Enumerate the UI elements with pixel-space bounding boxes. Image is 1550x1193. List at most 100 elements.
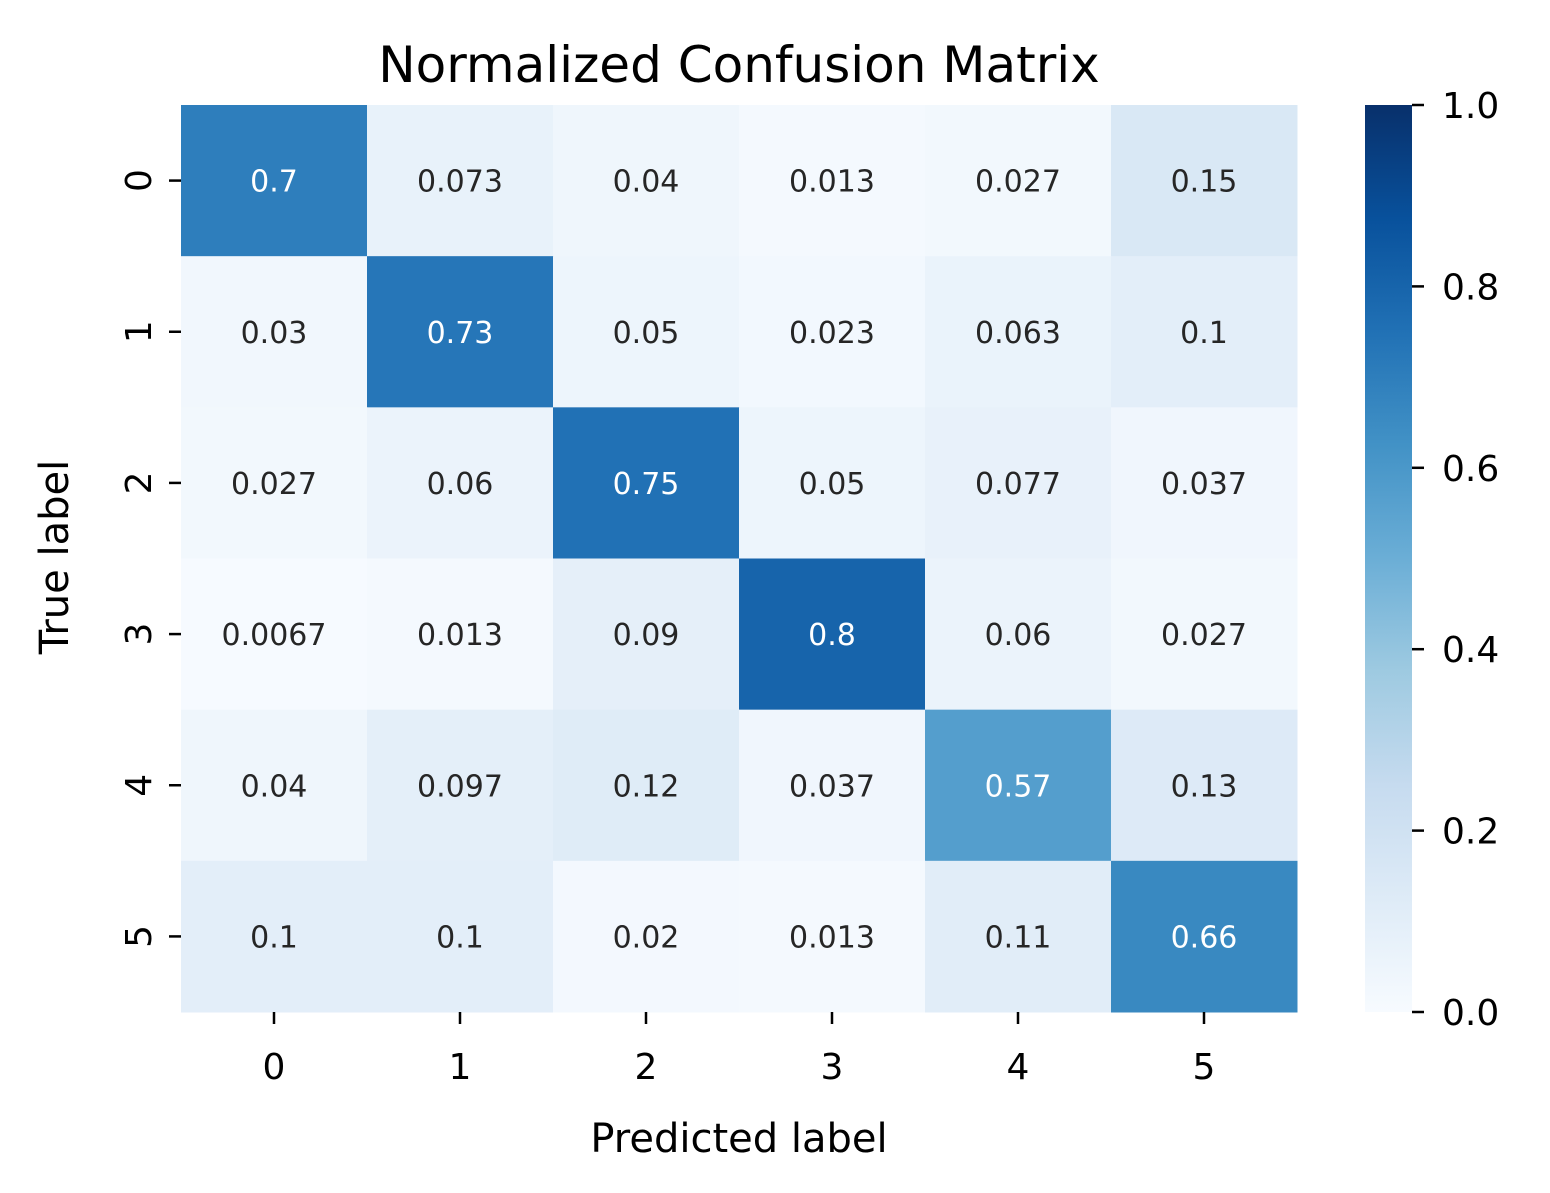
heatmap-cell-1-0 — [181, 256, 368, 408]
heatmap-cell-3-4 — [925, 558, 1112, 711]
y-axis-ticks: 0 1 2 3 4 5 — [119, 169, 181, 948]
cell-value-3-3: 0.8 — [808, 618, 856, 653]
heatmap-cell-3-0 — [181, 558, 368, 711]
heatmap-cell-1-2 — [553, 256, 740, 408]
y-axis-label: True label — [32, 460, 78, 655]
cell-value-1-5: 0.1 — [1180, 316, 1228, 351]
cell-value-4-1: 0.097 — [417, 769, 503, 804]
cell-value-0-4: 0.027 — [975, 165, 1061, 200]
heatmap-cells: 0.7 0.073 0.04 0.013 0.027 0.15 0.03 0.73 0.05 0.… — [181, 105, 1298, 1013]
x-axis-ticks: 0 1 2 3 4 5 — [263, 1012, 1216, 1088]
y-tick-label-0: 0 — [119, 169, 160, 192]
cell-value-3-5: 0.027 — [1161, 618, 1247, 653]
heatmap-cell-4-2 — [553, 709, 740, 862]
cell-value-4-3: 0.037 — [789, 769, 875, 804]
cell-value-2-2: 0.75 — [613, 467, 680, 502]
cell-value-2-4: 0.077 — [975, 467, 1061, 502]
cell-value-1-0: 0.03 — [241, 316, 308, 351]
x-tick-label-1: 1 — [449, 1047, 472, 1088]
cell-value-1-4: 0.063 — [975, 316, 1061, 351]
cell-value-0-5: 0.15 — [1171, 165, 1238, 200]
heatmap-cell-2-2 — [553, 407, 740, 559]
x-tick-label-0: 0 — [263, 1047, 286, 1088]
heatmap-cell-1-1 — [367, 256, 554, 408]
x-tick-label-3: 3 — [821, 1047, 844, 1088]
heatmap-cell-4-4 — [925, 709, 1112, 862]
heatmap-cell-0-3 — [739, 105, 926, 257]
heatmap-cell-5-1 — [367, 860, 554, 1013]
heatmap-cell-5-3 — [739, 860, 926, 1013]
x-tick-label-2: 2 — [635, 1047, 658, 1088]
cell-value-1-2: 0.05 — [613, 316, 680, 351]
cell-value-3-0: 0.0067 — [222, 618, 327, 653]
cell-value-5-4: 0.11 — [985, 920, 1052, 955]
heatmap-cell-2-4 — [925, 407, 1112, 559]
cell-value-5-1: 0.1 — [436, 920, 484, 955]
heatmap-cell-1-4 — [925, 256, 1112, 408]
colorbar-tick-label-5: 1.0 — [1442, 86, 1499, 127]
cell-value-5-0: 0.1 — [250, 920, 298, 955]
y-tick-label-3: 3 — [119, 623, 160, 646]
cell-value-1-3: 0.023 — [789, 316, 875, 351]
heatmap-cell-3-1 — [367, 558, 554, 711]
heatmap-cell-2-0 — [181, 407, 368, 559]
cell-value-2-3: 0.05 — [799, 467, 866, 502]
heatmap-cell-1-3 — [739, 256, 926, 408]
colorbar-tick-label-1: 0.2 — [1442, 812, 1499, 853]
y-tick-label-1: 1 — [119, 320, 160, 343]
heatmap-cell-1-5 — [1111, 256, 1298, 408]
heatmap-cell-4-3 — [739, 709, 926, 862]
x-tick-label-5: 5 — [1193, 1047, 1216, 1088]
heatmap-cell-0-5 — [1111, 105, 1298, 257]
cell-value-4-2: 0.12 — [613, 769, 680, 804]
heatmap-cell-0-4 — [925, 105, 1112, 257]
heatmap-cell-2-5 — [1111, 407, 1298, 559]
y-tick-label-4: 4 — [119, 774, 160, 797]
cell-value-0-0: 0.7 — [250, 165, 298, 200]
heatmap-cell-5-0 — [181, 860, 368, 1013]
cell-value-3-1: 0.013 — [417, 618, 503, 653]
x-axis-label: Predicted label — [590, 1116, 887, 1162]
y-tick-label-2: 2 — [119, 471, 160, 494]
heatmap-cell-3-2 — [553, 558, 740, 711]
cell-value-5-2: 0.02 — [613, 920, 680, 955]
cell-value-3-4: 0.06 — [985, 618, 1052, 653]
chart-title: Normalized Confusion Matrix — [378, 36, 1099, 94]
heatmap-cell-4-1 — [367, 709, 554, 862]
y-tick-label-5: 5 — [119, 925, 160, 948]
heatmap-cell-5-4 — [925, 860, 1112, 1013]
colorbar-ticks: 0.0 0.2 0.4 0.6 0.8 1.0 — [1412, 86, 1499, 1034]
heatmap-cell-5-5 — [1111, 860, 1298, 1013]
cell-value-1-1: 0.73 — [427, 316, 494, 351]
heatmap-cell-3-3 — [739, 558, 926, 711]
cell-value-2-0: 0.027 — [231, 467, 317, 502]
heatmap-cell-4-5 — [1111, 709, 1298, 862]
heatmap-cell-5-2 — [553, 860, 740, 1013]
colorbar-tick-label-0: 0.0 — [1442, 993, 1499, 1034]
heatmap-cell-4-0 — [181, 709, 368, 862]
colorbar-tick-label-4: 0.8 — [1442, 267, 1499, 308]
cell-value-0-3: 0.013 — [789, 165, 875, 200]
cell-value-0-2: 0.04 — [613, 165, 680, 200]
cell-value-0-1: 0.073 — [417, 165, 503, 200]
colorbar: 0.0 0.2 0.4 0.6 0.8 1.0 — [1365, 86, 1499, 1034]
cell-value-3-2: 0.09 — [613, 618, 680, 653]
heatmap-cell-0-1 — [367, 105, 554, 257]
cell-value-4-5: 0.13 — [1171, 769, 1238, 804]
cell-value-4-4: 0.57 — [985, 769, 1052, 804]
heatmap-cell-2-3 — [739, 407, 926, 559]
colorbar-tick-label-2: 0.4 — [1442, 630, 1499, 671]
cell-value-2-1: 0.06 — [427, 467, 494, 502]
heatmap-cell-0-2 — [553, 105, 740, 257]
heatmap-cell-3-5 — [1111, 558, 1298, 711]
cell-value-2-5: 0.037 — [1161, 467, 1247, 502]
heatmap-cell-2-1 — [367, 407, 554, 559]
colorbar-tick-label-3: 0.6 — [1442, 449, 1499, 490]
cell-value-5-3: 0.013 — [789, 920, 875, 955]
heatmap-cell-0-0 — [181, 105, 368, 257]
x-tick-label-4: 4 — [1007, 1047, 1030, 1088]
colorbar-gradient — [1365, 105, 1412, 1012]
cell-value-4-0: 0.04 — [241, 769, 308, 804]
cell-value-5-5: 0.66 — [1171, 920, 1238, 955]
